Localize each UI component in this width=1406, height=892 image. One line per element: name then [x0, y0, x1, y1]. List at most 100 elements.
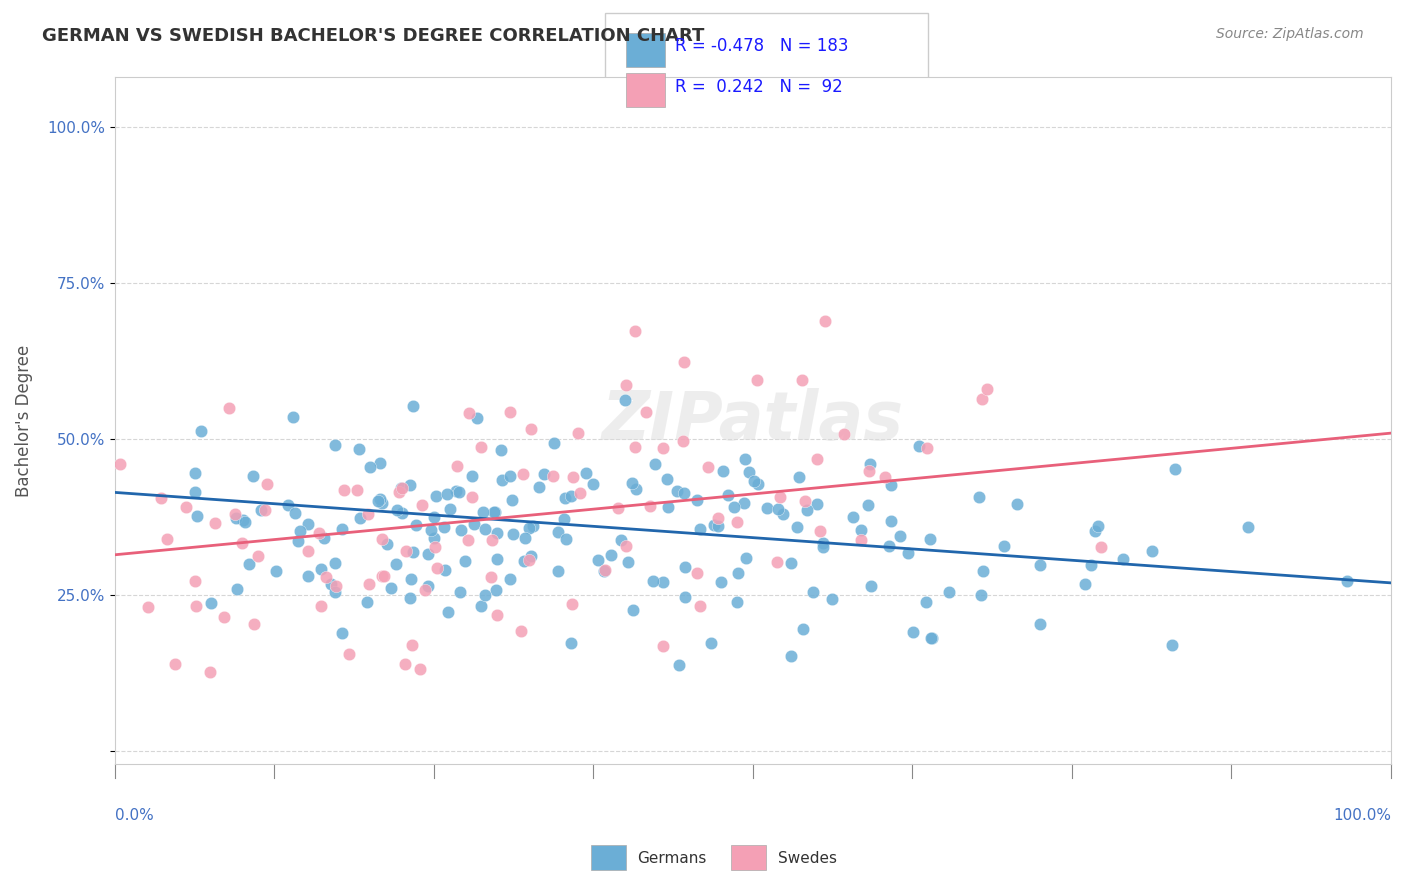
Point [212, 610, 235, 624]
Point [433, 563, 456, 577]
Point [242, 468, 264, 483]
Point [357, 576, 380, 591]
Point [849, 533, 872, 548]
Point [277, 498, 299, 512]
Point [666, 484, 689, 499]
Point [297, 516, 319, 531]
Point [401, 638, 423, 652]
Point [308, 525, 330, 540]
Point [315, 569, 337, 583]
Text: GERMAN VS SWEDISH BACHELOR'S DEGREE CORRELATION CHART: GERMAN VS SWEDISH BACHELOR'S DEGREE CORR… [42, 27, 704, 45]
Point [425, 540, 447, 554]
Point [184, 599, 207, 613]
Point [311, 599, 333, 614]
Point [745, 373, 768, 387]
Point [463, 516, 485, 531]
Point [725, 595, 748, 609]
Point [810, 524, 832, 538]
Point [574, 466, 596, 480]
Point [733, 496, 755, 510]
Point [501, 493, 523, 508]
Point [710, 575, 733, 590]
Point [969, 588, 991, 602]
Point [150, 491, 173, 505]
Point [399, 591, 422, 605]
Point [347, 442, 370, 456]
Point [806, 497, 828, 511]
Point [325, 579, 347, 593]
Point [1074, 577, 1097, 591]
Point [527, 480, 550, 494]
Point [727, 566, 749, 580]
Point [484, 582, 506, 597]
Point [481, 533, 503, 547]
Point [512, 467, 534, 481]
Point [426, 561, 449, 575]
Point [562, 470, 585, 484]
Point [370, 496, 392, 510]
Point [155, 533, 177, 547]
Point [643, 574, 665, 588]
Point [485, 525, 508, 540]
Point [519, 422, 541, 436]
Point [309, 562, 332, 576]
Point [723, 500, 745, 514]
Point [174, 500, 197, 514]
Point [517, 521, 540, 535]
Point [786, 519, 808, 533]
Point [110, 457, 132, 471]
Point [288, 524, 311, 538]
Point [779, 649, 801, 664]
Point [813, 540, 835, 554]
Point [657, 500, 679, 515]
Point [672, 355, 695, 369]
Point [502, 526, 524, 541]
Point [766, 555, 789, 569]
Point [517, 553, 540, 567]
Point [614, 393, 637, 408]
Point [460, 490, 482, 504]
Point [246, 549, 269, 563]
Point [858, 464, 880, 478]
Point [790, 373, 813, 387]
Point [841, 510, 863, 524]
Point [617, 555, 640, 569]
Point [547, 524, 569, 539]
Point [136, 599, 159, 614]
Point [225, 510, 247, 524]
Point [554, 491, 576, 505]
Point [370, 568, 392, 582]
Point [651, 442, 673, 456]
Point [703, 517, 725, 532]
Point [489, 443, 512, 458]
Point [375, 537, 398, 551]
Point [356, 595, 378, 609]
Point [972, 565, 994, 579]
Point [281, 409, 304, 424]
Point [520, 549, 543, 563]
Point [593, 563, 616, 577]
Point [416, 548, 439, 562]
Point [337, 647, 360, 661]
Point [614, 539, 637, 553]
Point [976, 382, 998, 396]
Point [856, 498, 879, 512]
Point [711, 464, 734, 478]
Point [875, 469, 897, 483]
Point [256, 477, 278, 491]
Point [555, 533, 578, 547]
Point [568, 485, 591, 500]
Point [287, 533, 309, 548]
Point [901, 625, 924, 640]
Point [1084, 524, 1107, 538]
Point [638, 500, 661, 514]
Point [920, 532, 942, 546]
Point [553, 512, 575, 526]
Point [859, 457, 882, 471]
Point [621, 603, 644, 617]
Point [686, 493, 709, 508]
Point [330, 625, 353, 640]
Point [314, 532, 336, 546]
Point [439, 502, 461, 516]
Point [880, 514, 903, 528]
